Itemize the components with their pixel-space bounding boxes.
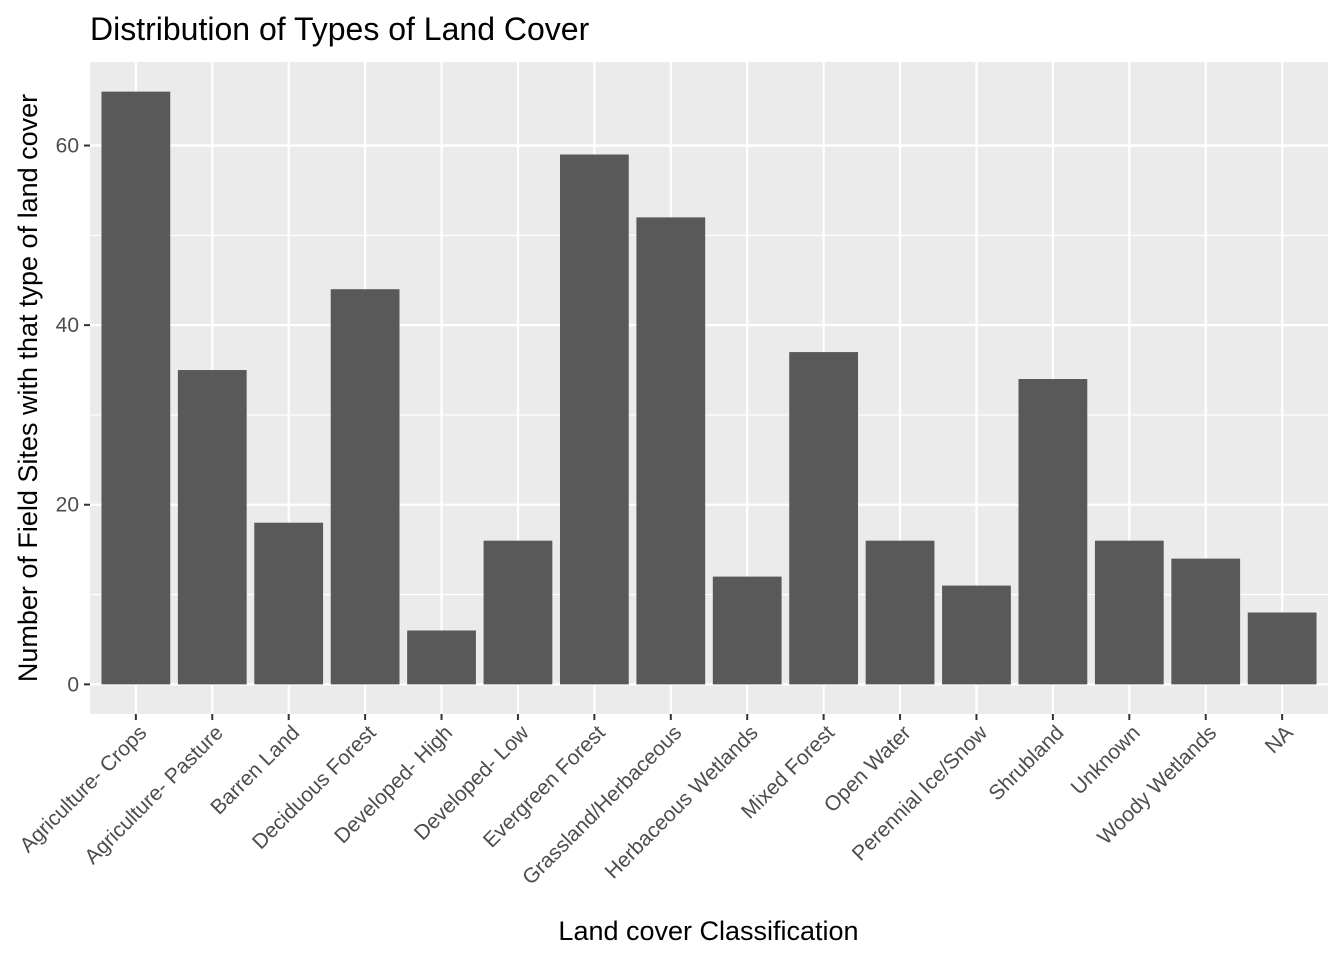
chart-title: Distribution of Types of Land Cover: [90, 11, 590, 47]
bar: [483, 540, 553, 685]
bar: [1247, 612, 1317, 685]
bar: [330, 289, 400, 685]
y-tick-label: 20: [56, 494, 79, 517]
x-tick-label: Unknown: [1067, 721, 1145, 799]
y-axis-title: Number of Field Sites with that type of …: [13, 94, 43, 682]
y-tick-label: 40: [56, 314, 79, 337]
bar: [101, 91, 171, 685]
bar: [712, 576, 782, 685]
x-tick-label: Agriculture- Pasture: [80, 721, 227, 868]
bar: [254, 522, 324, 685]
x-tick-label: Shrubland: [984, 721, 1068, 805]
bar: [559, 154, 629, 685]
y-tick-label: 0: [67, 673, 79, 696]
bar: [1018, 379, 1088, 685]
y-tick-label: 60: [56, 135, 79, 158]
bar: [636, 217, 706, 685]
bar: [1171, 558, 1241, 685]
bar: [789, 352, 859, 685]
bar: [1094, 540, 1164, 685]
x-axis-title: Land cover Classification: [558, 916, 858, 946]
x-tick-label: Agriculture- Crops: [15, 721, 151, 857]
bar: [407, 630, 476, 685]
y-axis: 0 20 40 60: [56, 135, 90, 696]
bars: [101, 91, 1317, 685]
x-tick-label: NA: [1261, 721, 1298, 758]
bar: [177, 370, 247, 685]
x-tick-label: Perennial Ice/Snow: [848, 721, 993, 866]
bar: [865, 540, 935, 685]
bar: [942, 585, 1011, 685]
x-tick-label: Herbaceous Wetlands: [601, 721, 763, 883]
